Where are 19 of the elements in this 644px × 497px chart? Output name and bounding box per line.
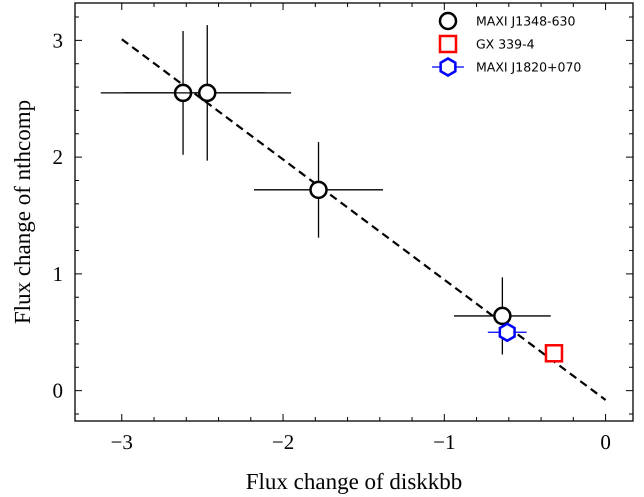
x-tick-label: −2 bbox=[272, 430, 294, 454]
y-tick-label: 0 bbox=[52, 378, 63, 403]
point bbox=[498, 322, 516, 342]
y-axis-title: Flux change of nthcomp bbox=[10, 100, 35, 324]
x-tick-label: 0 bbox=[600, 430, 611, 454]
point bbox=[544, 344, 564, 363]
legend-label: MAXI J1348-630 bbox=[476, 14, 576, 28]
x-axis-title: Flux change of diskkbb bbox=[246, 469, 462, 494]
point bbox=[174, 84, 192, 102]
y-tick-label: 3 bbox=[52, 28, 63, 52]
x-tick-label: −3 bbox=[110, 430, 133, 454]
legend-label: MAXI J1820+070 bbox=[476, 60, 582, 74]
x-tick-label: −1 bbox=[433, 430, 456, 454]
y-tick-label: 1 bbox=[52, 262, 63, 286]
point bbox=[309, 180, 328, 200]
y-tick-label: 2 bbox=[52, 145, 63, 170]
point bbox=[493, 306, 512, 326]
point bbox=[198, 84, 216, 102]
legend-label: GX 339-4 bbox=[476, 36, 535, 52]
